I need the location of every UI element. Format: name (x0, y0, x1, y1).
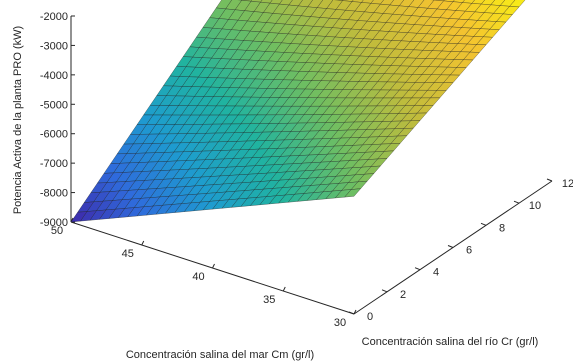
x-tick-label: 40 (192, 271, 204, 283)
y-tick (348, 311, 355, 315)
y-tick (414, 267, 421, 271)
z-axis-title: Potencia Activa de la planta PRO (kW) (12, 26, 24, 214)
z-tick-label: -3000 (40, 40, 68, 52)
y-tick-label: 8 (499, 222, 505, 234)
z-tick-label: -5000 (40, 99, 68, 111)
tick-labels: -9000 -8000 -7000 -6000 -5000 -4000 -3000 -2000… (40, 11, 573, 329)
y-tick-label: 0 (367, 311, 373, 323)
x-tick (353, 309, 357, 315)
z-tick-label: -8000 (40, 188, 68, 200)
x-tick-label: 30 (334, 317, 346, 329)
y-tick (447, 245, 454, 248)
y-tick-label: 10 (529, 200, 541, 212)
x-tick-label: 50 (51, 225, 63, 237)
y-axis-title: Concentración salina del río Cr (gr/l) (362, 336, 539, 348)
x-axis-title: Concentración salina del mar Cm (gr/l) (126, 349, 314, 361)
y-tick-label: 12 (562, 178, 573, 190)
x-tick-label: 35 (263, 294, 275, 306)
y-tick (513, 200, 520, 204)
y-tick-label: 6 (466, 245, 472, 257)
y-tick-label: 4 (433, 267, 439, 279)
surface-cell (70, 211, 88, 223)
x-tick (282, 286, 286, 292)
y-tick (546, 178, 553, 182)
surface-mesh (70, 0, 526, 223)
x-tick (141, 240, 145, 246)
z-tick-label: -2000 (40, 11, 68, 23)
z-tick-label: -4000 (40, 70, 68, 82)
z-tick-label: -9000 (40, 217, 68, 229)
z-tick-label: -6000 (40, 129, 68, 141)
y-tick (381, 289, 388, 293)
x-tick (212, 263, 215, 269)
y-tick (480, 222, 487, 226)
z-tick-label: -7000 (40, 158, 68, 170)
y-tick-label: 2 (400, 289, 406, 301)
x-tick-label: 45 (122, 248, 134, 260)
